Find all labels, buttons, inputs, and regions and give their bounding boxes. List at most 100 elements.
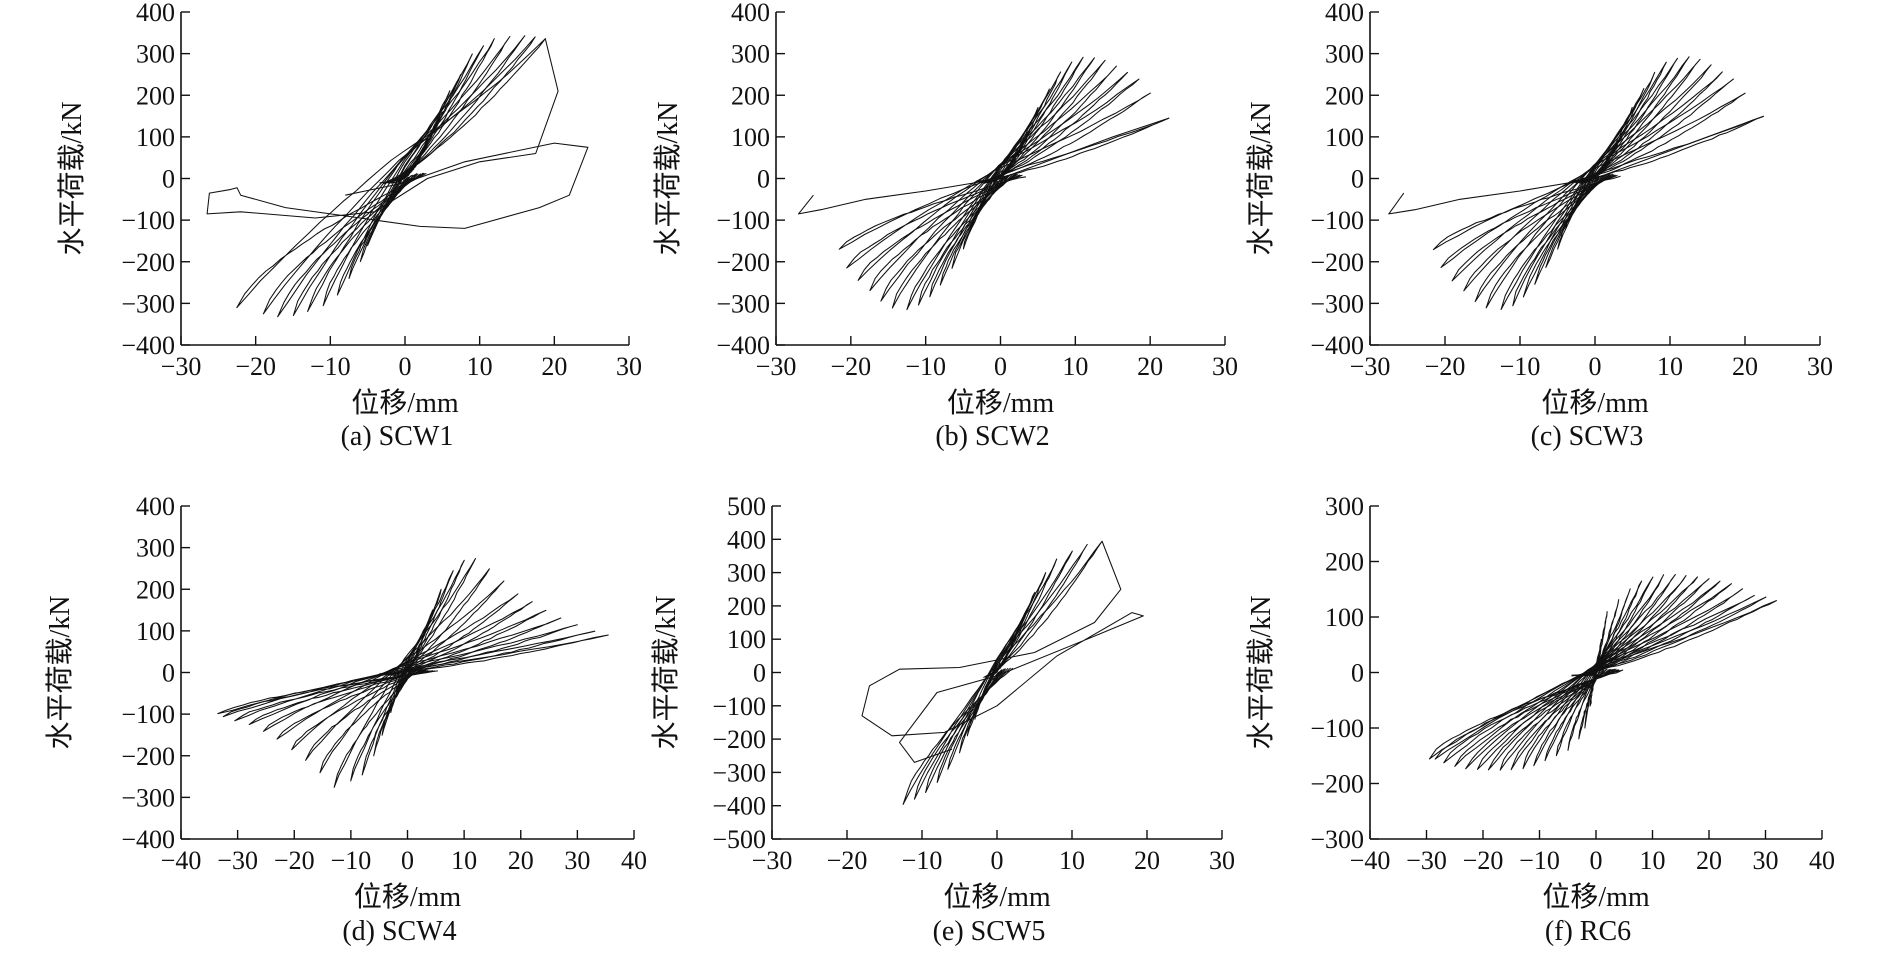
hysteresis-loop bbox=[1474, 64, 1712, 303]
hysteresis-loop bbox=[236, 38, 546, 309]
y-tick-label: 300 bbox=[731, 40, 770, 69]
y-axis-title: 水平荷载/kN bbox=[56, 101, 88, 255]
y-tick-label: −500 bbox=[712, 825, 766, 854]
y-tick-label: −100 bbox=[716, 206, 770, 235]
x-tick-label: 0 bbox=[1590, 846, 1603, 875]
y-tick-label: 300 bbox=[727, 559, 766, 588]
y-tick-label: 200 bbox=[731, 81, 770, 110]
y-tick-label: −100 bbox=[1310, 714, 1364, 743]
y-tick-label: −100 bbox=[121, 206, 175, 235]
y-tick-label: 100 bbox=[727, 625, 766, 654]
hysteresis-loop bbox=[217, 634, 609, 715]
x-tick-label: −30 bbox=[756, 352, 797, 381]
y-tick-label: −400 bbox=[121, 331, 175, 360]
x-tick-label: 0 bbox=[991, 846, 1004, 875]
x-tick-label: −10 bbox=[902, 846, 943, 875]
hysteresis-loop bbox=[277, 35, 526, 318]
failure-branch bbox=[797, 117, 1170, 215]
y-tick-label: −400 bbox=[1310, 331, 1364, 360]
y-tick-label: 0 bbox=[1351, 659, 1364, 688]
x-tick-label: −10 bbox=[331, 846, 372, 875]
curves bbox=[797, 56, 1170, 311]
x-tick-label: 20 bbox=[1134, 846, 1160, 875]
x-tick-label: −20 bbox=[235, 352, 276, 381]
x-tick-label: −30 bbox=[161, 352, 202, 381]
x-tick-label: −20 bbox=[1463, 846, 1504, 875]
x-tick-label: −40 bbox=[161, 846, 202, 875]
y-tick-label: −100 bbox=[1310, 206, 1364, 235]
y-tick-label: −200 bbox=[1310, 248, 1364, 277]
x-tick-label: 0 bbox=[401, 846, 414, 875]
x-tick-label: 30 bbox=[1209, 846, 1235, 875]
y-tick-label: 400 bbox=[136, 492, 175, 521]
hysteresis-loop bbox=[1476, 580, 1721, 770]
hysteresis-loop bbox=[276, 601, 533, 740]
x-tick-label: −20 bbox=[827, 846, 868, 875]
hysteresis-loop bbox=[838, 117, 1170, 250]
x-tick-label: −10 bbox=[905, 352, 946, 381]
hysteresis-loop bbox=[262, 36, 536, 315]
y-tick-label: 200 bbox=[136, 81, 175, 110]
x-tick-label: 20 bbox=[541, 352, 567, 381]
x-tick-label: −10 bbox=[1500, 352, 1541, 381]
x-tick-label: 0 bbox=[1589, 352, 1602, 381]
y-axis-title: 水平荷载/kN bbox=[650, 595, 682, 749]
x-tick-label: 30 bbox=[564, 846, 590, 875]
y-tick-label: 100 bbox=[1325, 603, 1364, 632]
x-tick-label: 10 bbox=[467, 352, 493, 381]
y-tick-label: 100 bbox=[136, 617, 175, 646]
x-tick-label: 10 bbox=[1062, 352, 1088, 381]
x-tick-label: 30 bbox=[1212, 352, 1238, 381]
failure-branch bbox=[206, 38, 589, 229]
y-tick-label: −400 bbox=[121, 825, 175, 854]
x-axis-title: 位移/mm bbox=[1542, 881, 1650, 913]
y-tick-label: 500 bbox=[727, 492, 766, 521]
y-tick-label: 300 bbox=[1325, 492, 1364, 521]
y-tick-label: 300 bbox=[1325, 40, 1364, 69]
x-tick-label: 40 bbox=[621, 846, 647, 875]
y-tick-label: 300 bbox=[136, 534, 175, 563]
y-tick-label: −300 bbox=[1310, 289, 1364, 318]
hysteresis-loop bbox=[902, 540, 1103, 805]
x-axis-title: 位移/mm bbox=[354, 881, 462, 913]
y-tick-label: −300 bbox=[121, 783, 175, 812]
x-tick-label: −30 bbox=[217, 846, 258, 875]
panel-e-scw5: −500−400−300−200−1000100200300400500−30−… bbox=[650, 492, 1235, 947]
y-tick-label: −300 bbox=[712, 758, 766, 787]
hysteresis-loop bbox=[1434, 596, 1767, 760]
x-tick-label: 10 bbox=[1657, 352, 1683, 381]
hysteresis-loop bbox=[333, 557, 477, 788]
y-tick-label: 0 bbox=[757, 165, 770, 194]
y-tick-label: −400 bbox=[716, 331, 770, 360]
y-tick-label: −200 bbox=[121, 248, 175, 277]
x-tick-label: 10 bbox=[1059, 846, 1085, 875]
x-tick-label: 30 bbox=[1807, 352, 1833, 381]
y-tick-label: 100 bbox=[136, 123, 175, 152]
panel-caption: (c) SCW3 bbox=[1531, 421, 1644, 452]
hysteresis-loop bbox=[1443, 594, 1755, 764]
hysteresis-loop bbox=[292, 35, 511, 317]
panel-caption: (a) SCW1 bbox=[341, 421, 454, 452]
panel-caption: (b) SCW2 bbox=[935, 421, 1049, 452]
hysteresis-loop bbox=[262, 609, 547, 732]
y-tick-label: 200 bbox=[1325, 81, 1364, 110]
hysteresis-loop bbox=[1487, 578, 1710, 771]
x-tick-label: 0 bbox=[994, 352, 1007, 381]
y-tick-label: −200 bbox=[716, 248, 770, 277]
curves bbox=[206, 35, 589, 318]
x-tick-label: 20 bbox=[1137, 352, 1163, 381]
curves bbox=[217, 557, 609, 788]
x-tick-label: 0 bbox=[399, 352, 412, 381]
x-tick-label: 10 bbox=[1640, 846, 1666, 875]
curves bbox=[1428, 573, 1777, 771]
hysteresis-loop bbox=[1432, 115, 1764, 251]
y-tick-label: −200 bbox=[712, 725, 766, 754]
hysteresis-loop bbox=[913, 543, 1088, 800]
hysteresis-loop bbox=[1440, 92, 1746, 269]
y-tick-label: 200 bbox=[1325, 548, 1364, 577]
y-tick-label: −400 bbox=[712, 792, 766, 821]
hysteresis-loop bbox=[846, 92, 1151, 269]
